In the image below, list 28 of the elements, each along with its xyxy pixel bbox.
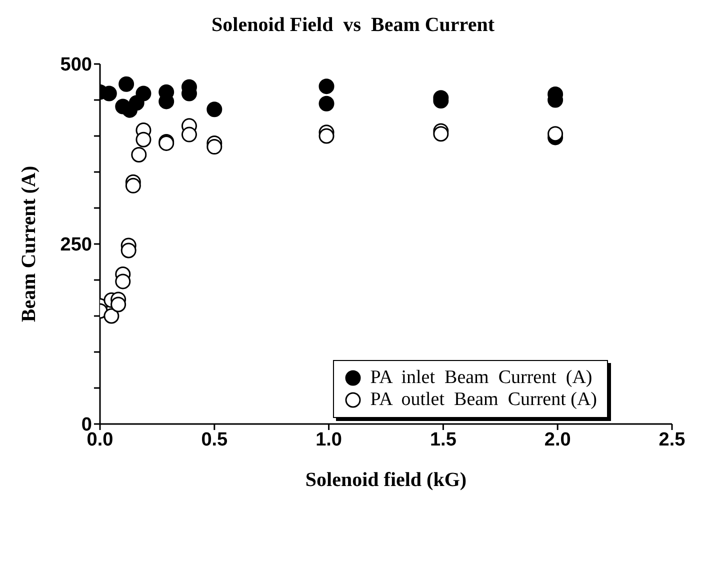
point — [115, 274, 131, 290]
x-tick-label: 1.0 — [316, 429, 342, 450]
point — [136, 86, 152, 102]
point — [181, 126, 197, 142]
legend-label: PA outlet Beam Current (A) — [370, 389, 597, 411]
point — [318, 128, 334, 144]
x-tick-label: 2.0 — [544, 429, 571, 450]
y-tick-label: 250 — [60, 234, 92, 256]
point — [136, 132, 152, 148]
point — [318, 78, 334, 94]
x-axis-title: Solenoid field (kG) — [305, 469, 467, 491]
point — [120, 242, 136, 258]
y-tick-label: 500 — [60, 54, 92, 76]
point — [125, 178, 141, 194]
point — [118, 76, 134, 92]
y-axis-title: Beam Current (A) — [18, 166, 40, 322]
x-tick-label: 0.5 — [201, 429, 228, 450]
legend-label: PA inlet Beam Current (A) — [370, 367, 592, 389]
point — [433, 126, 449, 142]
point — [206, 139, 222, 155]
point — [110, 296, 126, 312]
point — [131, 146, 147, 162]
point — [548, 126, 564, 142]
x-tick-label: 2.5 — [658, 429, 686, 450]
x-tick-label: 1.5 — [430, 429, 457, 450]
chart-title: Solenoid Field vs Beam Current — [210, 13, 496, 38]
point — [206, 102, 222, 118]
point — [318, 96, 334, 112]
